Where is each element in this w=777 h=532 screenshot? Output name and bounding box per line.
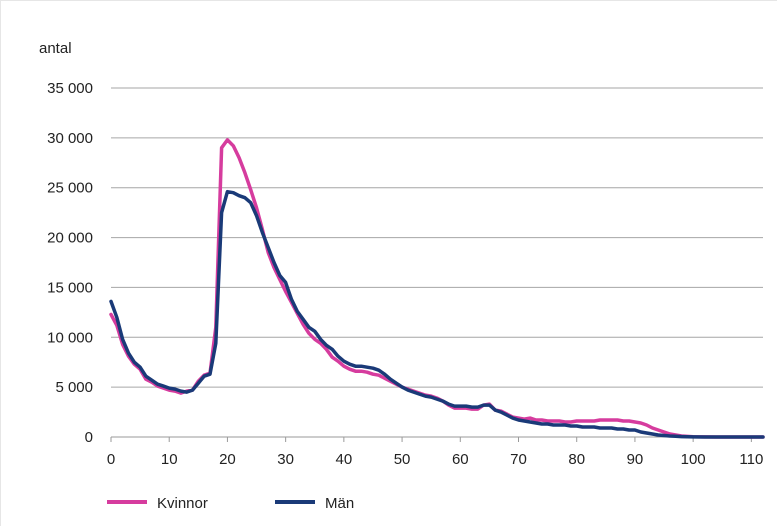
x-tick-label: 40 [336, 451, 353, 468]
x-tick-label: 20 [219, 451, 236, 468]
y-axis-label: antal [39, 40, 72, 57]
x-tick-label: 100 [681, 451, 706, 468]
legend-label: Kvinnor [157, 495, 208, 512]
legend-label: Män [325, 495, 354, 512]
y-tick-label: 5 000 [55, 379, 93, 396]
y-tick-label: 10 000 [47, 329, 93, 346]
x-tick-label: 70 [510, 451, 527, 468]
x-tick-labels: 0 10 20 30 40 50 60 70 80 90 100 110 [107, 451, 763, 468]
y-tick-label: 30 000 [47, 130, 93, 147]
y-tick-label: 20 000 [47, 230, 93, 247]
series-line-kvinnor [109, 138, 765, 439]
x-tick-label: 60 [452, 451, 469, 468]
legend: Kvinnor Män [107, 495, 354, 512]
x-tick-label: 90 [627, 451, 644, 468]
series-line-man [109, 189, 765, 439]
y-tick-label: 15 000 [47, 279, 93, 296]
x-tick-label: 10 [161, 451, 178, 468]
x-tick-label: 30 [277, 451, 294, 468]
y-tick-label: 0 [85, 429, 93, 446]
x-tick-label: 0 [107, 451, 115, 468]
x-tick-label: 50 [394, 451, 411, 468]
x-tick-label: 110 [739, 451, 763, 468]
x-tick-label: 80 [568, 451, 585, 468]
y-tick-label: 25 000 [47, 180, 93, 197]
gridlines [110, 87, 763, 442]
y-tick-labels: 0 5 000 10 000 15 000 20 000 25 000 30 000 35 0… [47, 80, 93, 446]
series-lines [109, 138, 765, 439]
y-tick-label: 35 000 [47, 80, 93, 97]
